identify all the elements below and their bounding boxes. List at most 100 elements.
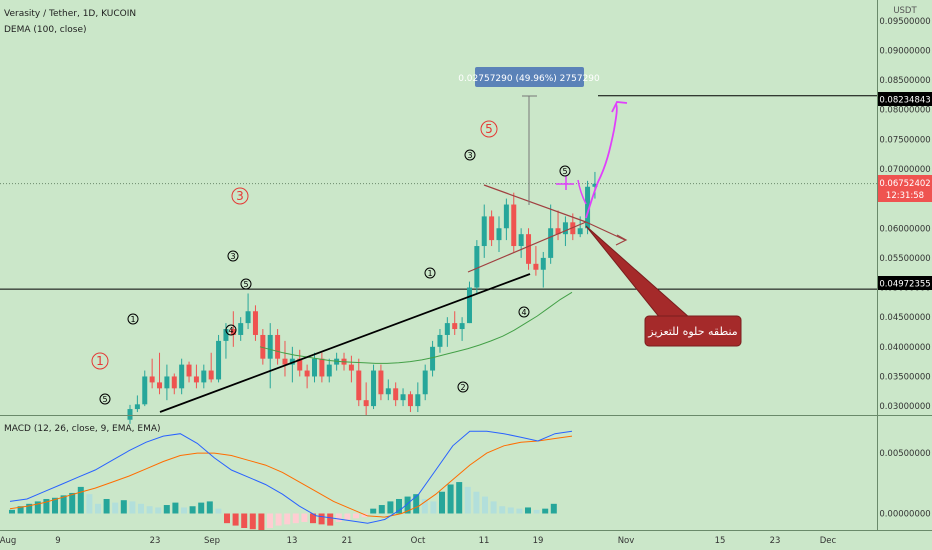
- histogram-bar: [482, 496, 488, 514]
- histogram-bar: [353, 513, 359, 519]
- histogram-bar: [155, 507, 162, 514]
- candle-body: [430, 346, 436, 371]
- candle-body: [289, 358, 295, 365]
- candle-body: [171, 376, 177, 389]
- histogram-bar: [525, 507, 531, 514]
- time-tick-label: 23: [770, 536, 781, 546]
- price-tick-label: 0.04500000: [879, 313, 930, 323]
- svg-text:3: 3: [230, 252, 235, 261]
- svg-text:12:31:58: 12:31:58: [886, 191, 924, 201]
- current-price-badge: 0.06752402 12:31:58: [878, 175, 932, 202]
- candle-body: [540, 257, 546, 270]
- svg-text:3: 3: [236, 189, 244, 203]
- candle-body: [444, 323, 450, 335]
- histogram-bar: [77, 486, 84, 514]
- candle-body: [252, 311, 258, 335]
- target-price-badge: 0.08234843: [878, 92, 932, 106]
- candle-body: [371, 370, 377, 407]
- svg-text:1: 1: [96, 354, 104, 368]
- histogram-bar: [327, 513, 334, 526]
- candle-body: [297, 358, 303, 371]
- histogram-bar: [439, 491, 445, 514]
- histogram-bar: [215, 508, 222, 514]
- svg-text:1: 1: [130, 315, 135, 324]
- candle-body: [592, 183, 598, 187]
- candle-body: [208, 370, 214, 380]
- histogram-bar: [387, 501, 394, 514]
- macd-label: MACD (12, 26, close, 9, EMA, EMA): [4, 424, 161, 434]
- svg-text:4: 4: [228, 326, 233, 335]
- candles: [127, 171, 598, 424]
- price-tick-label: 0.09500000: [879, 17, 930, 27]
- time-axis[interactable]: Aug 9 23 Sep 13 21 Oct 11 19 Nov 15 23 Dec: [0, 536, 837, 546]
- candle-body: [245, 311, 251, 324]
- histogram-bar: [232, 513, 239, 526]
- price-tick-label: 0.07500000: [879, 135, 930, 145]
- candle-body: [282, 358, 288, 365]
- histogram-bar: [404, 496, 411, 514]
- macd-tick-label: 0.00500000: [879, 449, 930, 459]
- macd-axis: 0.00500000 0.00000000: [879, 449, 930, 519]
- histogram-bar: [95, 503, 101, 514]
- histogram-bar: [86, 494, 93, 514]
- svg-text:0.08234843: 0.08234843: [879, 96, 930, 106]
- candle-body: [496, 228, 502, 241]
- ascending-trendline: [159, 273, 531, 413]
- histogram-bar: [292, 513, 299, 524]
- candle-body: [157, 382, 163, 389]
- histogram-bar: [464, 486, 471, 514]
- histogram-bar: [344, 513, 351, 520]
- candle-body: [275, 334, 281, 359]
- candle-body: [555, 228, 561, 235]
- histogram-bar: [17, 506, 24, 514]
- triangle-pattern: [467, 184, 628, 273]
- histogram-bar: [490, 501, 497, 514]
- time-tick-label: 15: [715, 536, 726, 546]
- price-tick-label: 0.08500000: [879, 76, 930, 86]
- price-tick-label: 0.08000000: [879, 106, 930, 116]
- histogram-bar: [456, 482, 463, 514]
- time-tick-label: Sep: [204, 536, 220, 546]
- candle-body: [562, 222, 568, 235]
- svg-text:1: 1: [427, 269, 432, 278]
- histogram-bar: [275, 513, 282, 526]
- candle-body: [422, 370, 428, 395]
- svg-text:2: 2: [460, 383, 465, 392]
- candle-body: [326, 364, 332, 377]
- wave-labels-small: 5 1 3 5 4 2 1 4 3 5: [99, 149, 571, 405]
- candle-body: [267, 334, 273, 359]
- histogram-bar: [198, 502, 205, 514]
- candle-body: [518, 234, 524, 247]
- histogram-bar: [533, 509, 540, 514]
- histogram-bar: [224, 513, 230, 524]
- price-axis[interactable]: USDT 0.09500000 0.09000000 0.08500000 0.080…: [879, 6, 930, 412]
- candle-body: [385, 388, 391, 395]
- histogram-bar: [301, 513, 308, 522]
- candle-body: [570, 222, 576, 235]
- histogram-bar: [421, 498, 428, 514]
- time-tick-label: 13: [287, 536, 298, 546]
- histogram-bar: [26, 503, 33, 514]
- macd-line: [9, 430, 573, 524]
- candle-body: [400, 394, 406, 401]
- histogram-bar: [9, 509, 15, 514]
- histogram-bar: [335, 513, 342, 522]
- svg-text:5: 5: [562, 167, 567, 176]
- histogram-bar: [52, 497, 58, 514]
- candle-body: [489, 216, 495, 241]
- candle-body: [134, 404, 140, 410]
- candle-body: [238, 323, 244, 335]
- candle-body: [164, 376, 170, 389]
- candle-body: [407, 394, 413, 407]
- projection-arrow: [585, 103, 618, 219]
- histogram-bar: [310, 513, 316, 524]
- candle-body: [201, 370, 207, 383]
- measure-tool: [522, 95, 537, 205]
- candle-body: [577, 228, 583, 235]
- histogram-bar: [284, 513, 291, 525]
- support-price-badge: 0.04972355: [878, 276, 932, 290]
- candle-body: [363, 400, 369, 407]
- candle-body: [452, 323, 458, 330]
- histogram-bar: [361, 513, 368, 518]
